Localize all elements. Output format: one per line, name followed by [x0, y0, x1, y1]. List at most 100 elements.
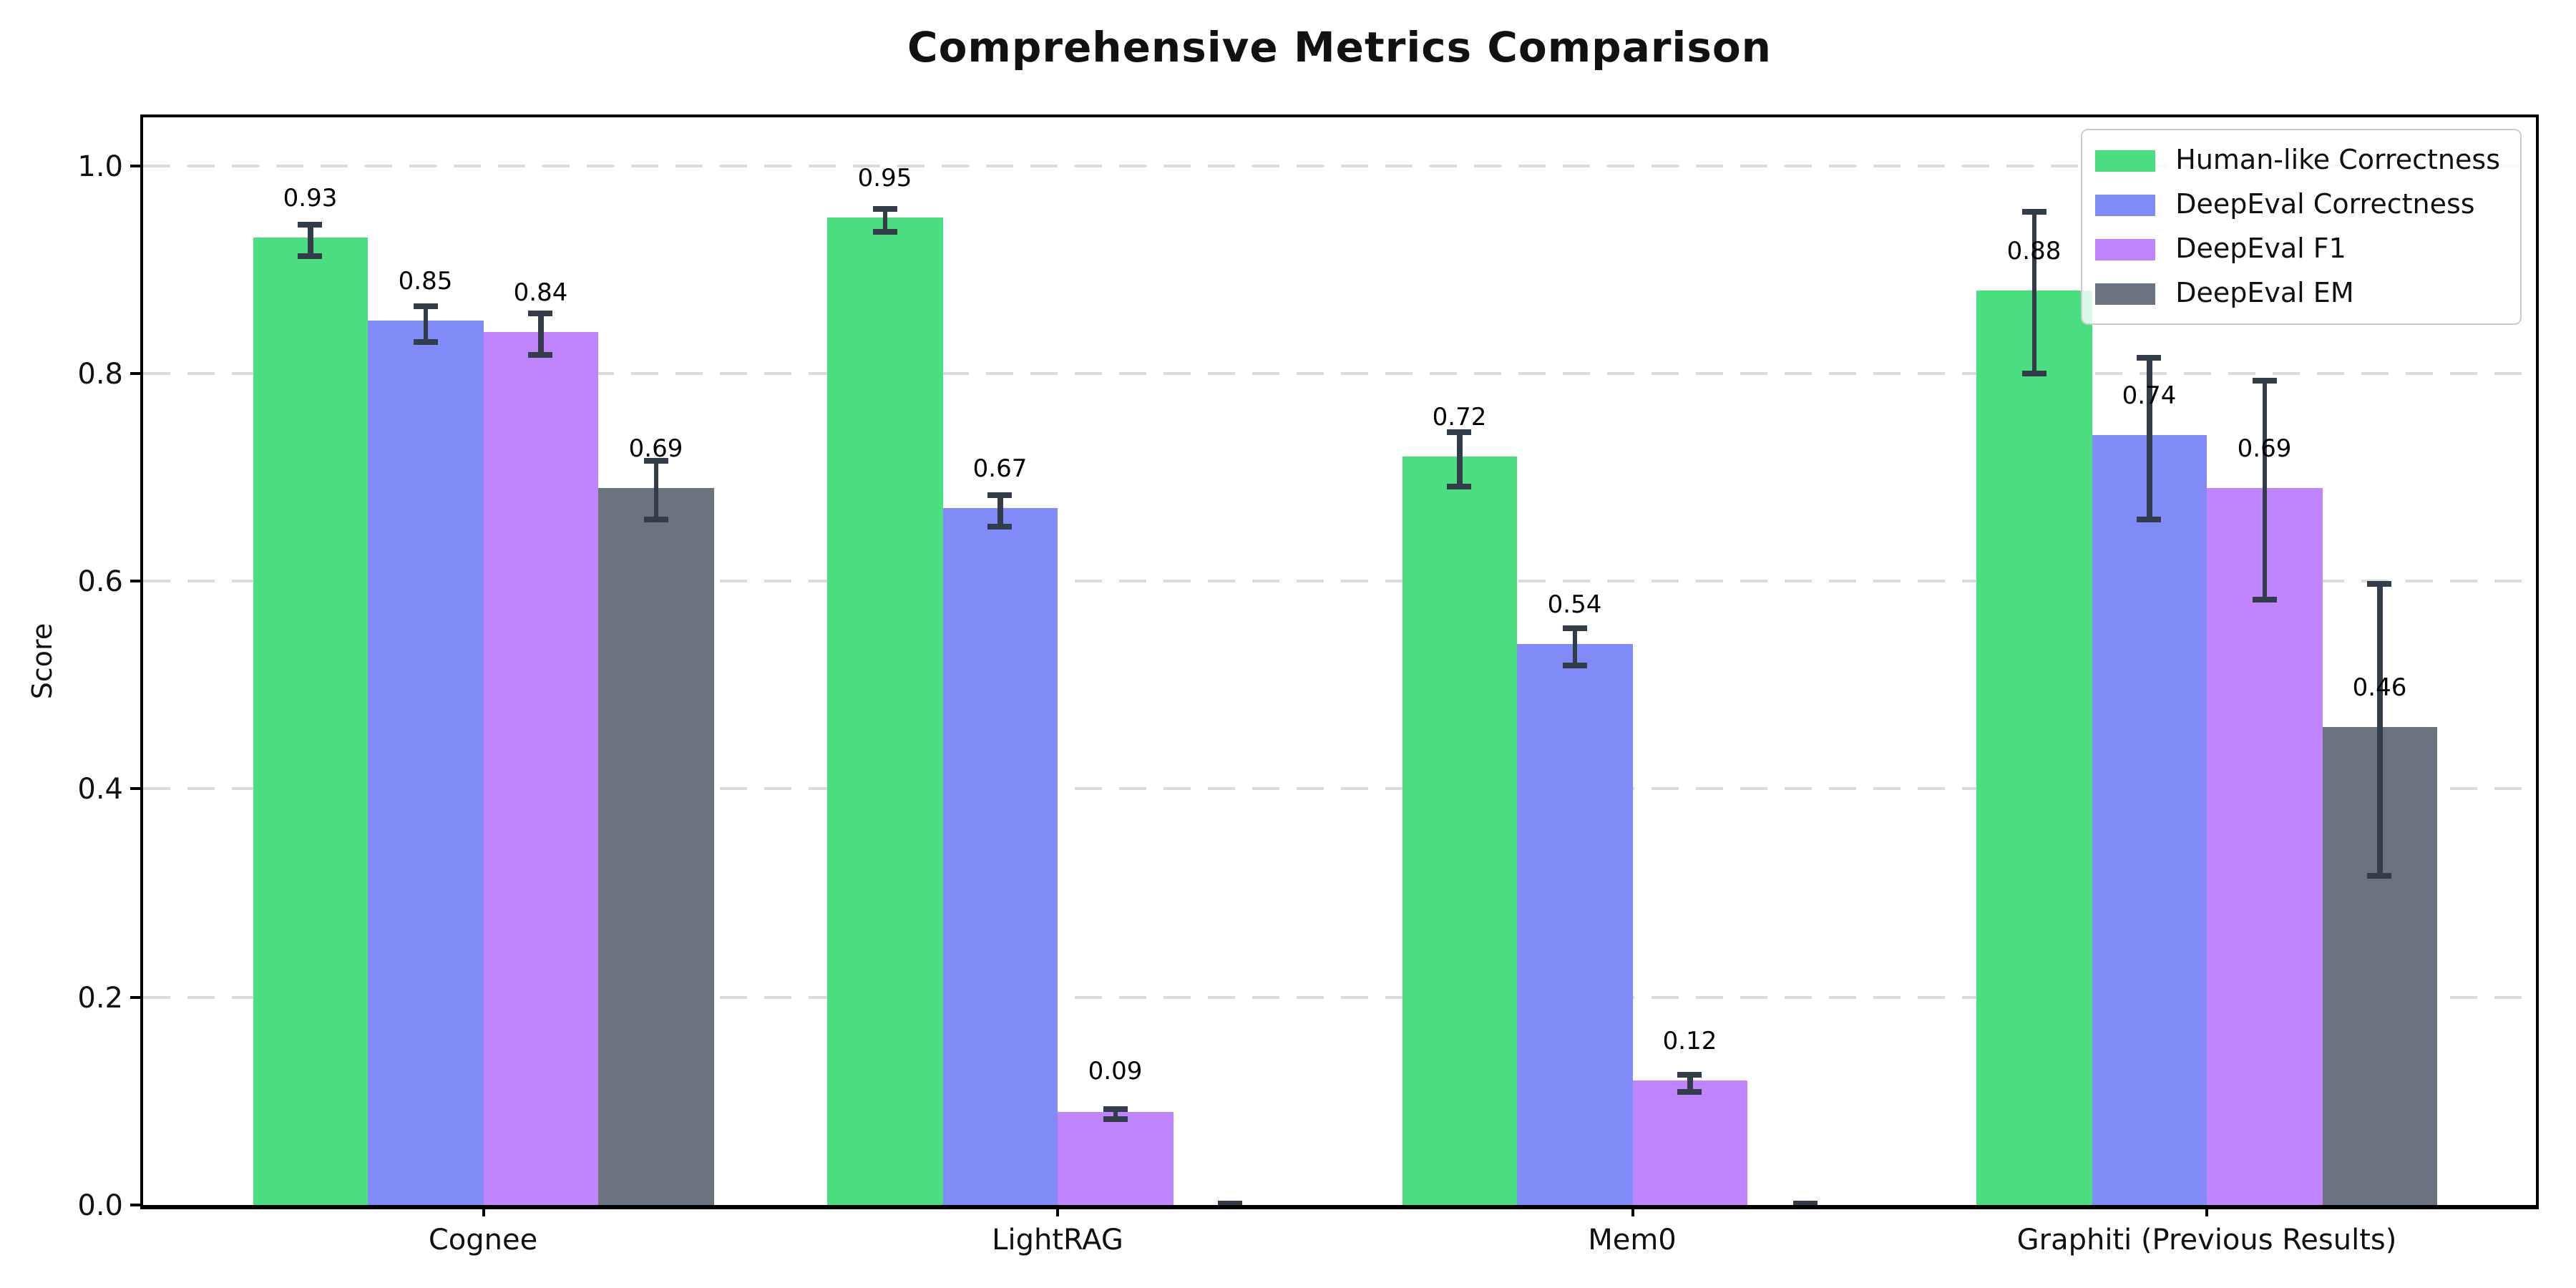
- value-label-mem0-deepeval-f1: 0.12: [1662, 1027, 1717, 1056]
- chart-title: Comprehensive Metrics Comparison: [907, 23, 1772, 72]
- error-line-cognee-deepeval-correctness: [423, 303, 428, 345]
- value-label-cognee-human-like-correctness: 0.93: [283, 185, 338, 214]
- y-tick-0.8: [130, 371, 140, 375]
- gridline-0.2: [143, 995, 2536, 999]
- legend-label-human-like-correctness: Human-like Correctness: [2175, 145, 2500, 176]
- x-tick-label-graphiti-previous-results: Graphiti (Previous Results): [2016, 1222, 2397, 1257]
- top-spine: [140, 114, 2539, 117]
- legend-swatch-deepeval-f1: [2095, 238, 2156, 260]
- error-line-cognee-deepeval-em: [653, 458, 658, 523]
- y-tick-0.4: [130, 787, 140, 791]
- error-cap-top-graphiti-previous-results-deepeval-em: [2367, 581, 2392, 587]
- bar-lightrag-deepeval-correctness: [942, 508, 1058, 1205]
- y-tick-label-0.0: 0.0: [77, 1188, 123, 1222]
- error-cap-top-graphiti-previous-results-deepeval-f1: [2252, 378, 2277, 384]
- bar-mem0-deepeval-correctness: [1517, 643, 1632, 1205]
- legend-label-deepeval-f1: DeepEval F1: [2175, 233, 2346, 265]
- y-tick-label-1.0: 1.0: [77, 148, 123, 182]
- value-label-lightrag-human-like-correctness: 0.95: [857, 164, 912, 193]
- error-cap-bottom-cognee-deepeval-em: [643, 517, 668, 523]
- y-tick-0.6: [130, 580, 140, 583]
- gridline-0.6: [143, 580, 2536, 583]
- error-cap-top-mem0-deepeval-correctness: [1562, 625, 1587, 631]
- y-axis-label: Score: [27, 623, 59, 700]
- x-tick-cognee: [482, 1206, 484, 1216]
- error-cap-bottom-lightrag-human-like-correctness: [872, 228, 897, 235]
- error-cap-bottom-cognee-human-like-correctness: [298, 253, 323, 260]
- bar-graphiti-previous-results-human-like-correctness: [1976, 290, 2092, 1205]
- error-line-lightrag-deepeval-correctness: [997, 492, 1002, 530]
- y-tick-0.0: [130, 1204, 140, 1206]
- legend-item-deepeval-correctness: DeepEval Correctness: [2095, 187, 2500, 222]
- error-cap-top-lightrag-deepeval-f1: [1103, 1106, 1128, 1112]
- error-cap-bottom-lightrag-deepeval-correctness: [987, 524, 1013, 530]
- bar-cognee-deepeval-em: [598, 487, 713, 1205]
- error-cap-bottom-mem0-deepeval-correctness: [1562, 662, 1587, 668]
- error-cap-bottom-cognee-deepeval-correctness: [413, 338, 438, 345]
- x-tick-label-cognee: Cognee: [428, 1222, 538, 1257]
- value-label-lightrag-deepeval-correctness: 0.67: [972, 455, 1028, 484]
- legend-label-deepeval-em: DeepEval EM: [2175, 278, 2354, 309]
- legend-box: Human-like Correctness DeepEval Correctne…: [2081, 129, 2522, 325]
- left-spine: [140, 114, 143, 1208]
- x-tick-graphiti-previous-results: [2205, 1206, 2208, 1216]
- y-tick-label-0.2: 0.2: [77, 980, 123, 1015]
- error-cap-top-graphiti-previous-results-deepeval-correctness: [2137, 354, 2162, 361]
- bar-lightrag-human-like-correctness: [827, 217, 942, 1205]
- plot-clip-layer: 0.93 0.95 0.72 0.88 0.85 0.67 0.54 0.74 0.84 0.09…: [143, 117, 2536, 1205]
- y-tick-1.0: [130, 164, 140, 167]
- error-cap-top-cognee-deepeval-f1: [528, 311, 553, 317]
- y-tick-label-0.6: 0.6: [77, 564, 123, 599]
- bar-graphiti-previous-results-deepeval-correctness: [2092, 435, 2207, 1205]
- legend-item-human-like-correctness: Human-like Correctness: [2095, 143, 2500, 177]
- error-cap-top-graphiti-previous-results-human-like-correctness: [2021, 209, 2046, 215]
- gridline-0.4: [143, 787, 2536, 791]
- error-cap-top-lightrag-deepeval-correctness: [987, 492, 1013, 499]
- error-line-graphiti-previous-results-deepeval-f1: [2262, 378, 2267, 602]
- error-line-mem0-deepeval-correctness: [1572, 625, 1577, 668]
- x-tick-label-mem0: Mem0: [1588, 1222, 1677, 1257]
- bottom-spine: [140, 1205, 2539, 1209]
- value-label-mem0-human-like-correctness: 0.72: [1432, 403, 1487, 432]
- bar-lightrag-deepeval-f1: [1058, 1111, 1173, 1205]
- value-label-cognee-deepeval-correctness: 0.85: [398, 268, 453, 297]
- error-cap-top-mem0-human-like-correctness: [1447, 429, 1472, 436]
- error-cap-bottom-graphiti-previous-results-human-like-correctness: [2021, 371, 2046, 377]
- legend-swatch-human-like-correctness: [2095, 150, 2156, 171]
- legend-item-deepeval-f1: DeepEval F1: [2095, 232, 2500, 266]
- error-cap-bottom-graphiti-previous-results-deepeval-correctness: [2137, 517, 2162, 523]
- error-cap-top-cognee-deepeval-correctness: [413, 303, 438, 310]
- error-cap-top-mem0-deepeval-em: [1792, 1201, 1818, 1205]
- legend-swatch-deepeval-correctness: [2095, 194, 2156, 215]
- error-cap-bottom-graphiti-previous-results-deepeval-em: [2367, 872, 2392, 879]
- error-cap-top-lightrag-human-like-correctness: [872, 205, 897, 212]
- x-tick-mem0: [1631, 1206, 1634, 1216]
- value-label-cognee-deepeval-em: 0.69: [628, 434, 683, 464]
- legend-item-deepeval-em: DeepEval EM: [2095, 276, 2500, 311]
- y-tick-0.2: [130, 995, 140, 999]
- value-label-graphiti-previous-results-human-like-correctness: 0.88: [2006, 237, 2062, 266]
- value-label-graphiti-previous-results-deepeval-em: 0.46: [2352, 673, 2407, 703]
- bar-cognee-human-like-correctness: [253, 238, 368, 1205]
- bar-mem0-human-like-correctness: [1402, 456, 1517, 1205]
- error-line-mem0-human-like-correctness: [1457, 429, 1462, 489]
- error-line-mem0-deepeval-f1: [1687, 1072, 1692, 1095]
- bar-cognee-deepeval-correctness: [368, 321, 483, 1205]
- error-line-lightrag-human-like-correctness: [882, 205, 887, 235]
- error-cap-bottom-lightrag-deepeval-f1: [1103, 1116, 1128, 1123]
- x-tick-label-lightrag: LightRAG: [992, 1222, 1123, 1257]
- y-tick-label-0.4: 0.4: [77, 771, 123, 806]
- error-cap-bottom-mem0-deepeval-f1: [1677, 1088, 1702, 1095]
- y-tick-label-0.8: 0.8: [77, 356, 123, 391]
- error-cap-bottom-mem0-human-like-correctness: [1447, 483, 1472, 489]
- value-label-graphiti-previous-results-deepeval-correctness: 0.74: [2122, 382, 2177, 411]
- error-cap-bottom-cognee-deepeval-f1: [528, 352, 553, 358]
- gridline-0.8: [143, 371, 2536, 375]
- bar-mem0-deepeval-f1: [1632, 1080, 1747, 1205]
- right-spine: [2536, 114, 2539, 1208]
- x-tick-lightrag: [1056, 1206, 1059, 1216]
- error-cap-top-lightrag-deepeval-em: [1218, 1201, 1243, 1205]
- value-label-mem0-deepeval-correctness: 0.54: [1547, 590, 1602, 620]
- value-label-graphiti-previous-results-deepeval-f1: 0.69: [2237, 434, 2292, 464]
